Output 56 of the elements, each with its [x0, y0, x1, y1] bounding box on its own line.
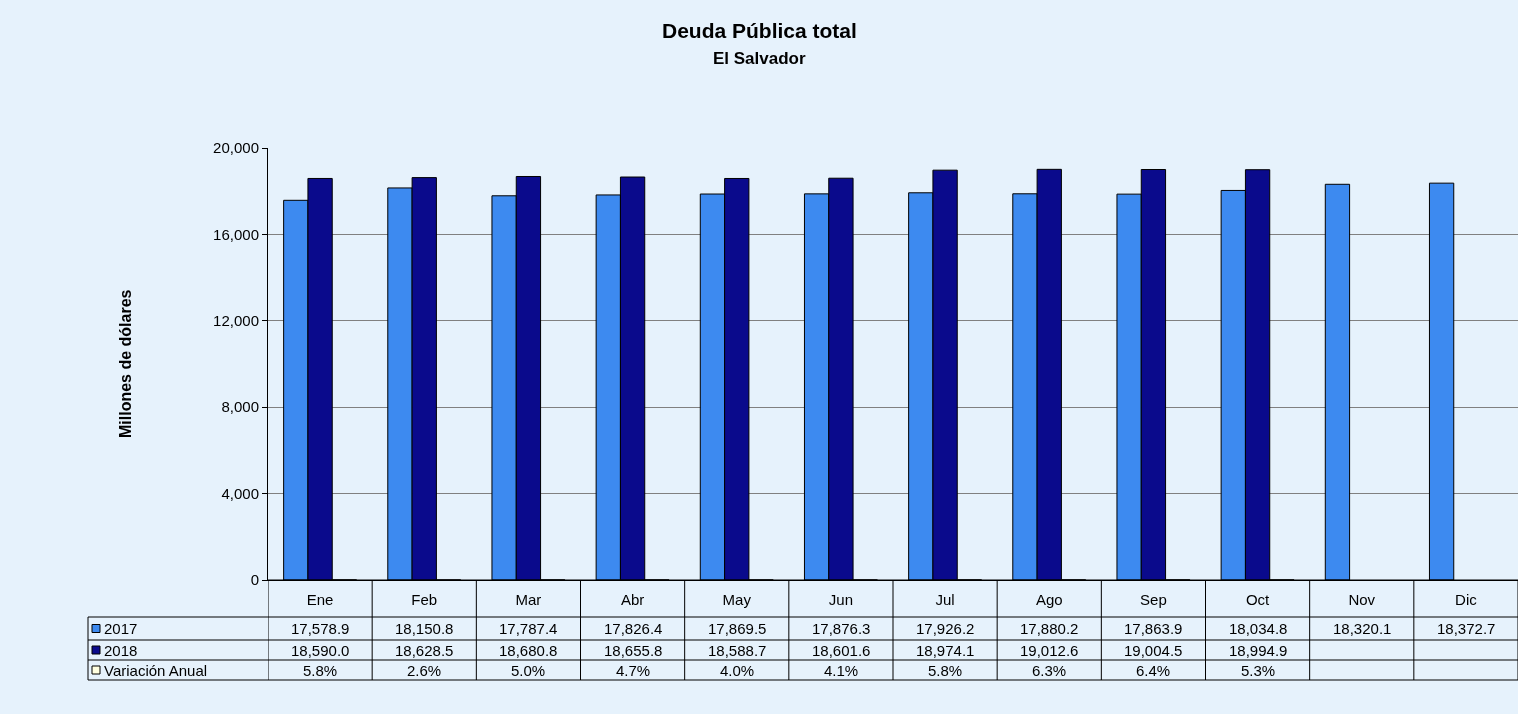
data-label: 17,869.5 — [708, 620, 767, 637]
data-label: 18,628.5 — [395, 642, 454, 659]
x-tick-label: Jun — [828, 591, 854, 608]
y-tick-label: 12,000 — [213, 312, 259, 330]
data-label: 18,601.6 — [812, 642, 871, 659]
data-label: 4.7% — [616, 662, 651, 679]
x-tick-label: Jul — [935, 591, 955, 608]
chart-title: Deuda Pública total — [662, 19, 857, 42]
x-tick-label: Nov — [1348, 591, 1376, 608]
data-label: 18,372.7 — [1437, 620, 1496, 637]
data-label: 17,863.9 — [1124, 620, 1183, 637]
data-label: 18,588.7 — [708, 642, 767, 659]
data-label: 2.6% — [407, 662, 442, 679]
data-label: 17,926.2 — [916, 620, 975, 637]
data-label: 17,880.2 — [1020, 620, 1079, 637]
x-tick-label: Abr — [620, 591, 645, 608]
y-tick-label: 0 — [250, 571, 259, 589]
data-label: 18,994.9 — [1229, 642, 1288, 659]
data-label: 4.0% — [720, 662, 755, 679]
x-tick-label: Ago — [1035, 591, 1063, 608]
data-label: 5.8% — [303, 662, 338, 679]
legend-label: 2017 — [104, 620, 138, 637]
data-label: 18,590.0 — [291, 642, 350, 659]
x-tick-label: Mar — [515, 591, 542, 608]
data-label: 18,974.1 — [916, 642, 975, 659]
data-label: 18,655.8 — [604, 642, 663, 659]
data-label: 19,012.6 — [1020, 642, 1079, 659]
data-label: 17,787.4 — [499, 620, 558, 637]
y-tick-label: 8,000 — [221, 398, 259, 416]
x-tick-label: May — [722, 591, 752, 608]
data-label: 17,578.9 — [291, 620, 350, 637]
data-label: 17,826.4 — [604, 620, 663, 637]
x-tick-label: Sep — [1140, 591, 1167, 608]
y-tick-label: 16,000 — [213, 225, 259, 243]
data-label: 18,034.8 — [1229, 620, 1288, 637]
data-label: 5.3% — [1241, 662, 1276, 679]
x-tick-label: Ene — [306, 591, 334, 608]
x-tick-label: Dic — [1455, 591, 1478, 608]
legend-label: 2018 — [104, 642, 138, 659]
chart-subtitle: El Salvador — [713, 49, 806, 68]
data-label: 4.1% — [824, 662, 859, 679]
data-label: 18,680.8 — [499, 642, 558, 659]
data-label: 18,150.8 — [395, 620, 454, 637]
data-label: 6.3% — [1032, 662, 1067, 679]
x-tick-label: Oct — [1245, 591, 1271, 608]
data-label: 19,004.5 — [1124, 642, 1183, 659]
data-label: 5.8% — [928, 662, 963, 679]
data-label: 5.0% — [511, 662, 546, 679]
legend-label: Variación Anual — [104, 662, 208, 679]
y-axis-title: Millones de dólares — [117, 289, 134, 438]
y-tick-label: 20,000 — [213, 139, 259, 157]
y-tick-label: 4,000 — [221, 484, 259, 502]
data-label: 6.4% — [1136, 662, 1171, 679]
data-label: 18,320.1 — [1333, 620, 1392, 637]
data-label: 17,876.3 — [812, 620, 871, 637]
x-tick-label: Feb — [411, 591, 438, 608]
